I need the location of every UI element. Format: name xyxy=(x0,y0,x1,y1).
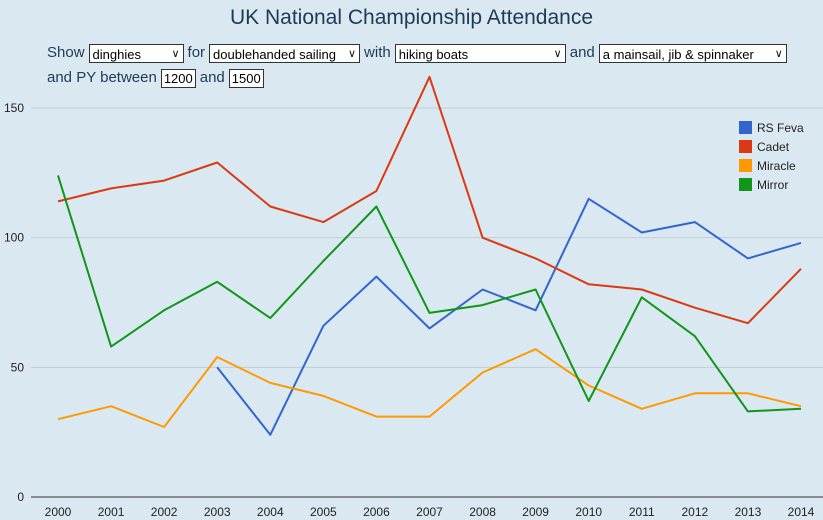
py-max-input[interactable]: 1500 xyxy=(228,68,264,88)
x-tick-label: 2002 xyxy=(151,505,178,519)
type-select[interactable]: dinghies ∨ xyxy=(88,43,184,63)
x-tick-label: 2011 xyxy=(629,505,655,519)
sails-select-value: a mainsail, jib & spinnaker xyxy=(602,46,754,62)
chevron-down-icon: ∨ xyxy=(553,47,562,60)
series-line-miracle xyxy=(57,348,802,428)
legend-label: Cadet xyxy=(757,140,790,154)
legend-swatch xyxy=(739,140,752,153)
x-tick-label: 2014 xyxy=(788,505,815,519)
x-tick-label: 2005 xyxy=(310,505,337,519)
x-tick-label: 2008 xyxy=(469,505,496,519)
x-tick-label: 2006 xyxy=(363,505,390,519)
legend-swatch xyxy=(739,178,752,191)
py-and-label: and xyxy=(199,69,225,86)
boats-select-value: hiking boats xyxy=(398,46,469,62)
y-tick-label: 150 xyxy=(4,101,24,115)
with-label: with xyxy=(364,44,391,61)
x-tick-label: 2000 xyxy=(45,505,72,519)
x-tick-label: 2012 xyxy=(682,505,709,519)
discipline-select[interactable]: doublehanded sailing ∨ xyxy=(209,43,361,63)
legend-swatch xyxy=(739,121,752,134)
x-tick-label: 2009 xyxy=(522,505,549,519)
chevron-down-icon: ∨ xyxy=(171,47,180,60)
x-tick-label: 2010 xyxy=(575,505,602,519)
type-select-value: dinghies xyxy=(92,46,141,62)
y-tick-label: 100 xyxy=(4,231,24,245)
x-tick-label: 2007 xyxy=(416,505,443,519)
py-min-input[interactable]: 1200 xyxy=(160,68,196,88)
for-label: for xyxy=(187,44,206,61)
y-tick-label: 0 xyxy=(17,490,24,504)
filter-bar: Show dinghies ∨ for doublehanded sailing ∨ wit… xyxy=(47,40,817,90)
series-line-rs-feva xyxy=(216,197,802,436)
legend-label: Mirror xyxy=(757,178,788,192)
legend-label: Miracle xyxy=(757,159,796,173)
legend-swatch xyxy=(739,159,752,172)
boats-select[interactable]: hiking boats ∨ xyxy=(394,43,566,63)
series-line-cadet xyxy=(57,75,802,325)
chevron-down-icon: ∨ xyxy=(774,47,783,60)
discipline-select-value: doublehanded sailing xyxy=(213,46,336,62)
x-tick-label: 2003 xyxy=(204,505,231,519)
x-tick-label: 2013 xyxy=(735,505,762,519)
py-label: and PY between xyxy=(47,69,157,86)
y-tick-label: 50 xyxy=(11,360,25,374)
x-tick-label: 2001 xyxy=(98,505,125,519)
chevron-down-icon: ∨ xyxy=(347,47,357,60)
and-label: and xyxy=(569,44,595,61)
show-label: Show xyxy=(47,44,85,61)
legend-label: RS Feva xyxy=(757,121,804,135)
series-line-mirror xyxy=(57,175,802,413)
sails-select[interactable]: a mainsail, jib & spinnaker ∨ xyxy=(598,43,787,63)
x-tick-label: 2004 xyxy=(257,505,284,519)
chart-title: UK National Championship Attendance xyxy=(229,6,594,29)
